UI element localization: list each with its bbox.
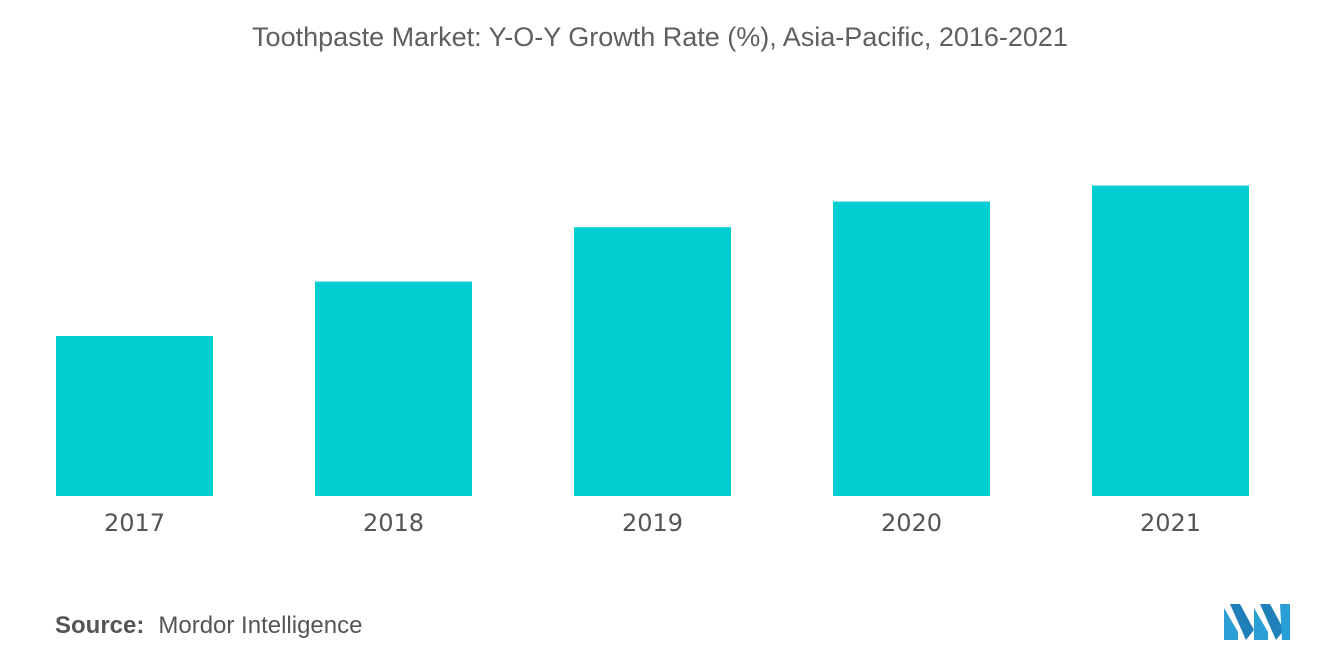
source-label: Source: (55, 612, 145, 639)
chart-title: Toothpaste Market: Y-O-Y Growth Rate (%)… (252, 22, 1068, 52)
x-tick-label-2018: 2018 (363, 509, 424, 537)
x-tick-label-2020: 2020 (881, 509, 942, 537)
bar-2017 (56, 336, 213, 496)
x-tick-label-2019: 2019 (622, 509, 683, 537)
bar-2019 (574, 227, 731, 496)
bar-2020 (833, 201, 990, 496)
x-tick-label-2021: 2021 (1140, 509, 1201, 537)
x-tick-label-2017: 2017 (104, 509, 165, 537)
source-value: Mordor Intelligence (158, 612, 363, 639)
bar-2021 (1092, 185, 1249, 496)
bar-2018 (315, 281, 472, 496)
source-note: Source: Mordor Intelligence (55, 612, 362, 640)
mordor-intelligence-logo-icon (1224, 604, 1290, 640)
